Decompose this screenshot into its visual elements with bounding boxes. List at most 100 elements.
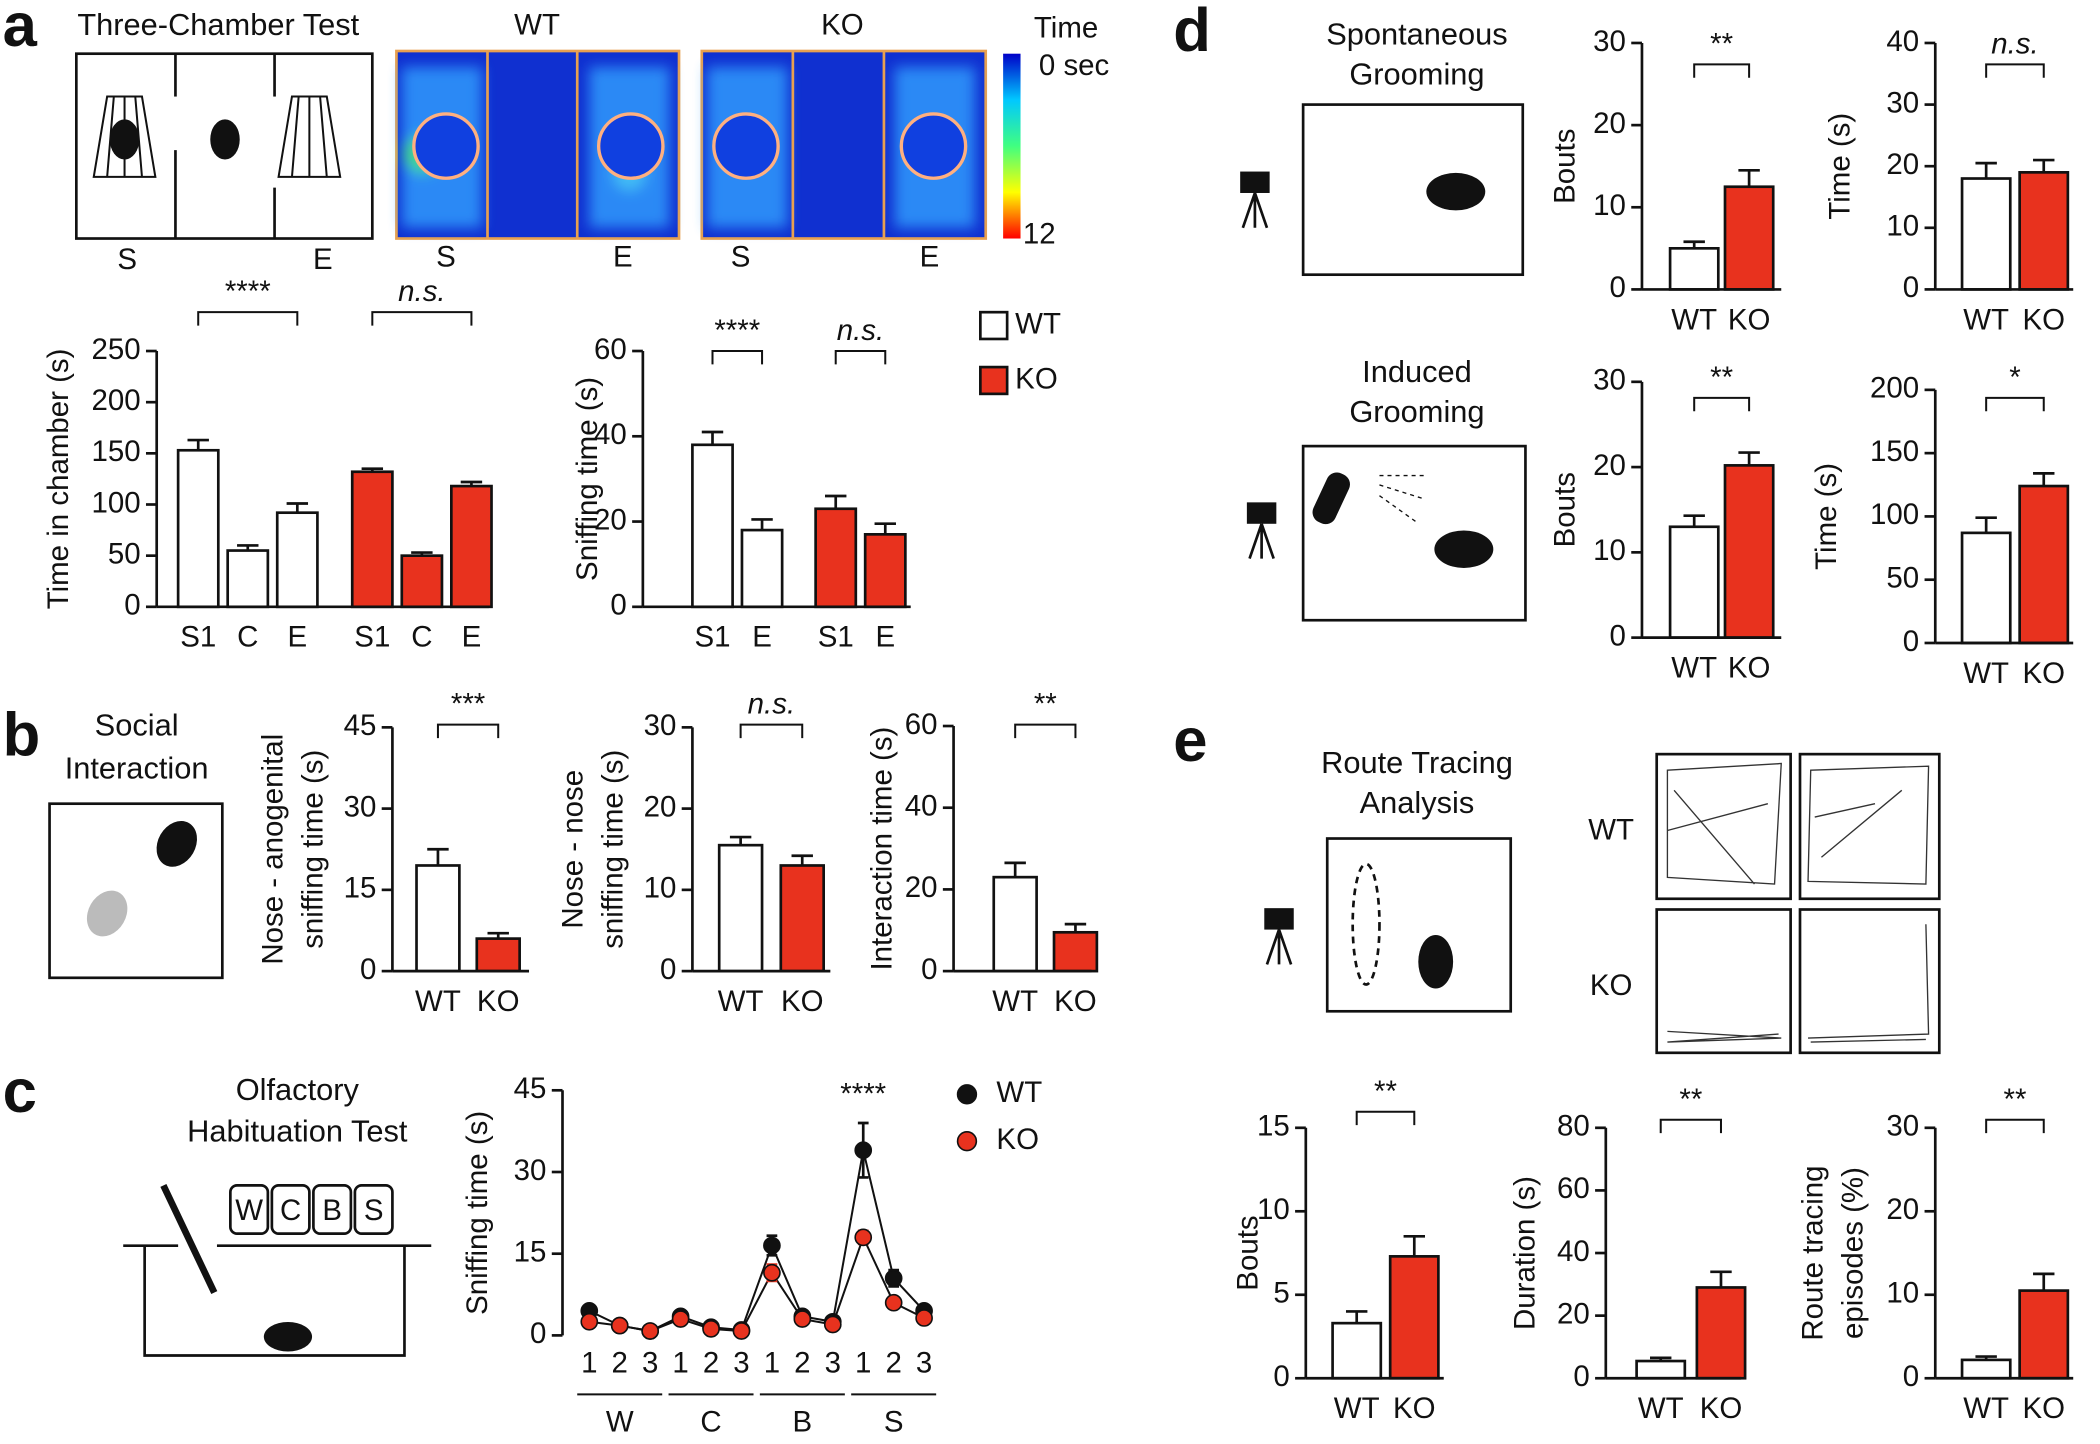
x-tick-label: WT: [1963, 303, 2009, 336]
x-tick-label: S1: [180, 621, 216, 654]
error-bar: [751, 518, 773, 531]
y-axis-label: Bouts: [1231, 1215, 1264, 1290]
y-axis-label: Route tracing: [1797, 1165, 1830, 1340]
x-tick-label: 2: [612, 1347, 628, 1380]
y-tick-label: 15: [344, 872, 377, 905]
x-tick-label: KO: [781, 985, 824, 1018]
legend-marker: [956, 1084, 978, 1105]
significance-label: n.s.: [1991, 27, 2038, 60]
y-tick-label: 200: [91, 384, 140, 417]
bar: [1635, 1359, 1687, 1380]
y-tick-label: 10: [1886, 210, 1919, 243]
y-tick-label: 200: [1870, 372, 1919, 405]
group-label: W: [606, 1406, 634, 1439]
heatmap-label: E: [920, 240, 940, 273]
significance-bracket: [1693, 396, 1751, 412]
y-tick-label: 40: [594, 418, 627, 451]
y-axis-label: episodes (%): [1837, 1167, 1870, 1339]
bar: [1331, 1321, 1383, 1380]
x-tick-label: 1: [581, 1347, 597, 1380]
bar: [415, 864, 461, 973]
error-bar: [874, 522, 896, 535]
bar: [1668, 525, 1720, 639]
bar: [176, 448, 220, 609]
error-bar: [2033, 1272, 2055, 1291]
x-tick-label: KO: [1728, 303, 1771, 336]
y-tick-label: 60: [594, 333, 627, 366]
y-axis-label: Nose - anogenital: [256, 734, 289, 965]
y-tick-label: 30: [1886, 86, 1919, 119]
error-bar: [427, 847, 449, 866]
significance-label: **: [1710, 361, 1733, 394]
y-axis-label: Bouts: [1549, 472, 1582, 547]
legend-swatch: [979, 310, 1009, 341]
bar: [1695, 1286, 1747, 1380]
x-tick-label: WT: [1638, 1392, 1684, 1425]
data-point: [884, 1269, 903, 1288]
y-tick-label: 60: [905, 708, 938, 741]
bar: [226, 549, 270, 609]
data-point: [884, 1293, 903, 1312]
x-tick-label: WT: [992, 985, 1038, 1018]
x-tick-label: E: [287, 621, 307, 654]
y-tick-label: 10: [1593, 534, 1626, 567]
significance-bracket: [711, 350, 764, 365]
error-bar: [2033, 472, 2055, 487]
x-tick-label: S1: [354, 621, 390, 654]
significance-label: **: [1034, 688, 1057, 721]
x-tick-label: S1: [818, 621, 854, 654]
error-bar: [1004, 861, 1026, 878]
data-point: [854, 1141, 873, 1160]
x-tick-label: C: [411, 621, 432, 654]
y-tick-label: 40: [1557, 1235, 1590, 1268]
panel-label: d: [1173, 0, 1211, 65]
error-bar: [791, 854, 813, 866]
legend-label: KO: [1015, 362, 1058, 395]
heatmap-label: WT: [514, 9, 560, 42]
y-axis-label: Nose - nose: [556, 770, 589, 929]
jar-label: B: [322, 1194, 342, 1227]
social-drawing: [48, 802, 224, 980]
y-tick-label: 30: [1886, 1110, 1919, 1143]
significance-bracket: [197, 311, 299, 326]
significance-bracket: [1659, 1118, 1722, 1134]
panel-label: a: [3, 0, 38, 60]
y-tick-label: 40: [905, 789, 938, 822]
x-tick-label: WT: [1671, 303, 1717, 336]
y-tick-label: 0: [1610, 619, 1626, 652]
heatmap-label: KO: [821, 9, 864, 42]
x-tick-label: 1: [855, 1347, 871, 1380]
error-bar: [1649, 1356, 1672, 1362]
x-tick-label: WT: [718, 985, 764, 1018]
y-tick-label: 45: [344, 709, 377, 742]
x-tick-label: S1: [694, 621, 730, 654]
x-tick-label: E: [875, 621, 895, 654]
significance-label: **: [1374, 1075, 1397, 1108]
x-tick-label: 3: [733, 1347, 749, 1380]
error-bar: [701, 430, 724, 445]
significance-label: ****: [225, 275, 271, 308]
x-tick-label: WT: [1963, 657, 2009, 690]
y-tick-label: 30: [1593, 25, 1626, 58]
y-tick-label: 40: [1886, 25, 1919, 58]
x-tick-label: WT: [1671, 652, 1717, 685]
x-tick-label: KO: [2022, 303, 2065, 336]
y-tick-label: 5: [1273, 1277, 1289, 1310]
panel-label: c: [3, 1057, 37, 1126]
y-axis-label: Duration (s): [1509, 1176, 1542, 1330]
x-tick-label: 3: [825, 1347, 841, 1380]
y-tick-label: 80: [1557, 1110, 1590, 1143]
x-tick-label: E: [462, 621, 482, 654]
error-bar: [361, 467, 384, 472]
diagram-title: Social: [95, 707, 179, 742]
bar: [449, 484, 493, 609]
significance-label: n.s.: [398, 275, 445, 308]
bar: [1723, 185, 1775, 291]
significance-label: **: [1679, 1083, 1702, 1116]
data-point: [793, 1310, 812, 1328]
group-label: B: [793, 1406, 813, 1439]
bar: [779, 864, 825, 973]
diagram-title: Interaction: [65, 750, 209, 785]
error-bar: [1345, 1310, 1368, 1324]
legend-label: WT: [1015, 307, 1061, 340]
